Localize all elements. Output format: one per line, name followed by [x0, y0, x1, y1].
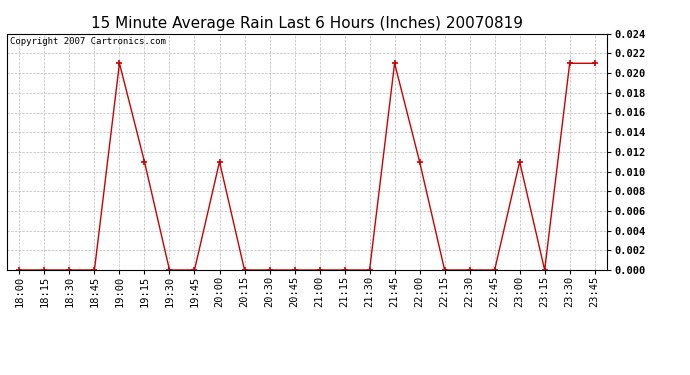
- Title: 15 Minute Average Rain Last 6 Hours (Inches) 20070819: 15 Minute Average Rain Last 6 Hours (Inc…: [91, 16, 523, 31]
- Text: Copyright 2007 Cartronics.com: Copyright 2007 Cartronics.com: [10, 37, 166, 46]
